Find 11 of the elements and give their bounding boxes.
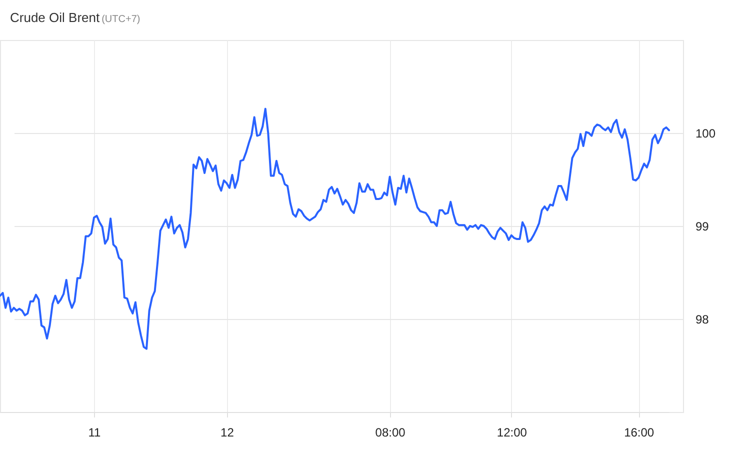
line-series [0, 108, 670, 350]
chart-subtitle: (UTC+7) [102, 14, 140, 25]
x-tick-label: 12 [220, 426, 234, 440]
x-tick-label: 08:00 [375, 426, 406, 440]
y-tick-label: 100 [696, 126, 716, 140]
x-tick-label: 16:00 [624, 426, 654, 440]
y-tick-label: 99 [696, 220, 710, 234]
y-tick-label: 98 [696, 312, 710, 326]
x-tick-label: 11 [88, 426, 102, 440]
chart-title: Crude Oil Brent [10, 10, 100, 25]
x-tick-label: 12:00 [496, 426, 528, 440]
